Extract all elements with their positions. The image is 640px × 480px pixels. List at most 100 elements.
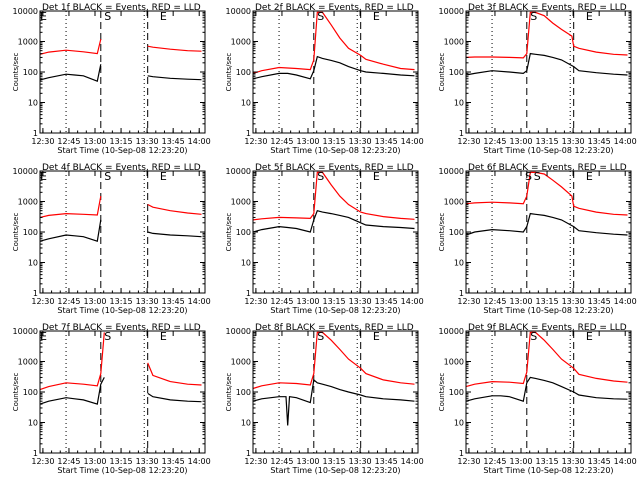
chart-title: Det 6f BLACK = Events, RED = LLD bbox=[468, 163, 627, 173]
x-tick-label: 13:45 bbox=[375, 137, 398, 146]
x-tick-label: 13:15 bbox=[536, 297, 559, 306]
series-line-red bbox=[147, 203, 202, 215]
series-line-red bbox=[39, 195, 102, 218]
y-tick-label: 10000 bbox=[13, 167, 38, 176]
event-marker-label: S bbox=[317, 10, 324, 23]
y-tick-label: 100 bbox=[23, 68, 38, 77]
x-tick-label: 13:30 bbox=[562, 457, 585, 466]
event-marker-label: S bbox=[534, 170, 541, 183]
x-tick-label: 13:30 bbox=[349, 297, 372, 306]
x-tick-label: 13:45 bbox=[375, 297, 398, 306]
series-line-red bbox=[252, 11, 415, 74]
chart-panel-7: Det 7f BLACK = Events, RED = LLD 1 10 100 10… bbox=[12, 323, 211, 475]
y-tick-label: 10000 bbox=[13, 327, 38, 336]
y-tick-label: 1 bbox=[459, 449, 464, 458]
chart-panel-6: Det 6f BLACK = Events, RED = LLD 1 10 100 10… bbox=[438, 163, 637, 315]
x-tick-label: 13:45 bbox=[588, 457, 611, 466]
chart-title: Det 5f BLACK = Events, RED = LLD bbox=[255, 163, 414, 173]
y-tick-label: 100 bbox=[236, 388, 251, 397]
event-marker-label: S bbox=[317, 330, 324, 343]
y-tick-label: 10 bbox=[241, 419, 251, 428]
x-tick-label: 13:30 bbox=[562, 137, 585, 146]
y-tick-label: 1000 bbox=[18, 38, 38, 47]
plot-frame bbox=[465, 330, 632, 454]
series-line-black bbox=[147, 392, 202, 403]
series-line-red bbox=[465, 171, 628, 216]
chart-panel-3: Det 3f BLACK = Events, RED = LLD 1 10 100 10… bbox=[438, 3, 637, 155]
y-tick-label: 1 bbox=[33, 449, 38, 458]
plot-frame bbox=[465, 170, 632, 294]
chart-title: Det 2f BLACK = Events, RED = LLD bbox=[255, 3, 414, 13]
x-tick-label: 12:30 bbox=[457, 297, 480, 306]
y-tick-label: 1000 bbox=[231, 358, 251, 367]
series-line-red bbox=[252, 331, 415, 390]
y-axis-label: Counts/sec bbox=[12, 373, 20, 412]
x-tick-label: 13:15 bbox=[110, 297, 133, 306]
event-marker-label: E bbox=[160, 10, 167, 23]
event-marker-label: E bbox=[373, 10, 380, 23]
y-tick-label: 1000 bbox=[231, 38, 251, 47]
x-tick-label: 13:45 bbox=[588, 297, 611, 306]
y-tick-label: 1000 bbox=[231, 198, 251, 207]
series-line-red bbox=[465, 11, 628, 59]
x-tick-label: 14:00 bbox=[614, 137, 637, 146]
x-tick-label: 12:30 bbox=[31, 137, 54, 146]
y-tick-label: 1 bbox=[246, 129, 251, 138]
chart-panel-8: Det 8f BLACK = Events, RED = LLD 1 10 100 10… bbox=[225, 323, 424, 475]
series-line-black bbox=[147, 75, 202, 81]
y-tick-label: 1000 bbox=[444, 358, 464, 367]
y-tick-label: 10000 bbox=[439, 7, 464, 16]
x-tick-label: 12:30 bbox=[244, 297, 267, 306]
chart-panel-5: Det 5f BLACK = Events, RED = LLD 1 10 100 10… bbox=[225, 163, 424, 315]
x-axis-label: Start Time (10-Sep-08 12:23:20) bbox=[57, 146, 187, 155]
x-tick-label: 12:45 bbox=[57, 297, 80, 306]
event-marker-label: S bbox=[104, 330, 111, 343]
event-marker-label: E bbox=[586, 330, 593, 343]
x-tick-label: 12:45 bbox=[57, 137, 80, 146]
x-tick-label: 13:00 bbox=[509, 297, 532, 306]
y-tick-label: 1 bbox=[459, 289, 464, 298]
plot-frame bbox=[39, 10, 206, 134]
chart-title: Det 7f BLACK = Events, RED = LLD bbox=[42, 323, 201, 333]
x-tick-label: 13:15 bbox=[536, 457, 559, 466]
y-axis-label: Counts/sec bbox=[438, 213, 446, 252]
x-tick-label: 13:15 bbox=[323, 297, 346, 306]
y-tick-label: 100 bbox=[23, 228, 38, 237]
y-axis-label: Counts/sec bbox=[438, 53, 446, 92]
y-tick-label: 100 bbox=[449, 228, 464, 237]
y-axis-label: Counts/sec bbox=[12, 53, 20, 92]
y-tick-label: 10 bbox=[454, 419, 464, 428]
y-tick-label: 10000 bbox=[226, 7, 251, 16]
chart-panel-4: Det 4f BLACK = Events, RED = LLD 1 10 100 10… bbox=[12, 163, 211, 315]
y-tick-label: 1 bbox=[246, 449, 251, 458]
x-tick-label: 12:30 bbox=[31, 457, 54, 466]
y-axis-label: Counts/sec bbox=[225, 53, 233, 92]
event-marker-label: E bbox=[586, 10, 593, 23]
x-tick-label: 13:15 bbox=[323, 137, 346, 146]
x-tick-label: 13:45 bbox=[588, 137, 611, 146]
series-line-red bbox=[465, 331, 628, 388]
x-tick-label: 13:00 bbox=[509, 137, 532, 146]
y-tick-label: 10000 bbox=[226, 167, 251, 176]
chart-panel-2: Det 2f BLACK = Events, RED = LLD 1 10 100 10… bbox=[225, 3, 424, 155]
y-tick-label: 1 bbox=[33, 289, 38, 298]
x-tick-label: 14:00 bbox=[401, 137, 424, 146]
y-tick-label: 100 bbox=[23, 388, 38, 397]
x-tick-label: 14:00 bbox=[401, 457, 424, 466]
plot-frame bbox=[39, 170, 206, 294]
chart-title: Det 1f BLACK = Events, RED = LLD bbox=[42, 3, 201, 13]
x-tick-label: 12:45 bbox=[483, 297, 506, 306]
x-tick-label: 13:00 bbox=[83, 457, 106, 466]
y-tick-label: 1000 bbox=[444, 38, 464, 47]
x-tick-label: 13:00 bbox=[296, 297, 319, 306]
series-line-black bbox=[147, 231, 202, 238]
x-tick-label: 13:00 bbox=[83, 137, 106, 146]
event-marker-label: E bbox=[586, 170, 593, 183]
x-tick-label: 14:00 bbox=[401, 297, 424, 306]
x-tick-label: 14:00 bbox=[614, 457, 637, 466]
y-tick-label: 1000 bbox=[18, 358, 38, 367]
series-line-red bbox=[252, 171, 415, 221]
y-tick-label: 100 bbox=[449, 388, 464, 397]
y-tick-label: 10000 bbox=[13, 7, 38, 16]
